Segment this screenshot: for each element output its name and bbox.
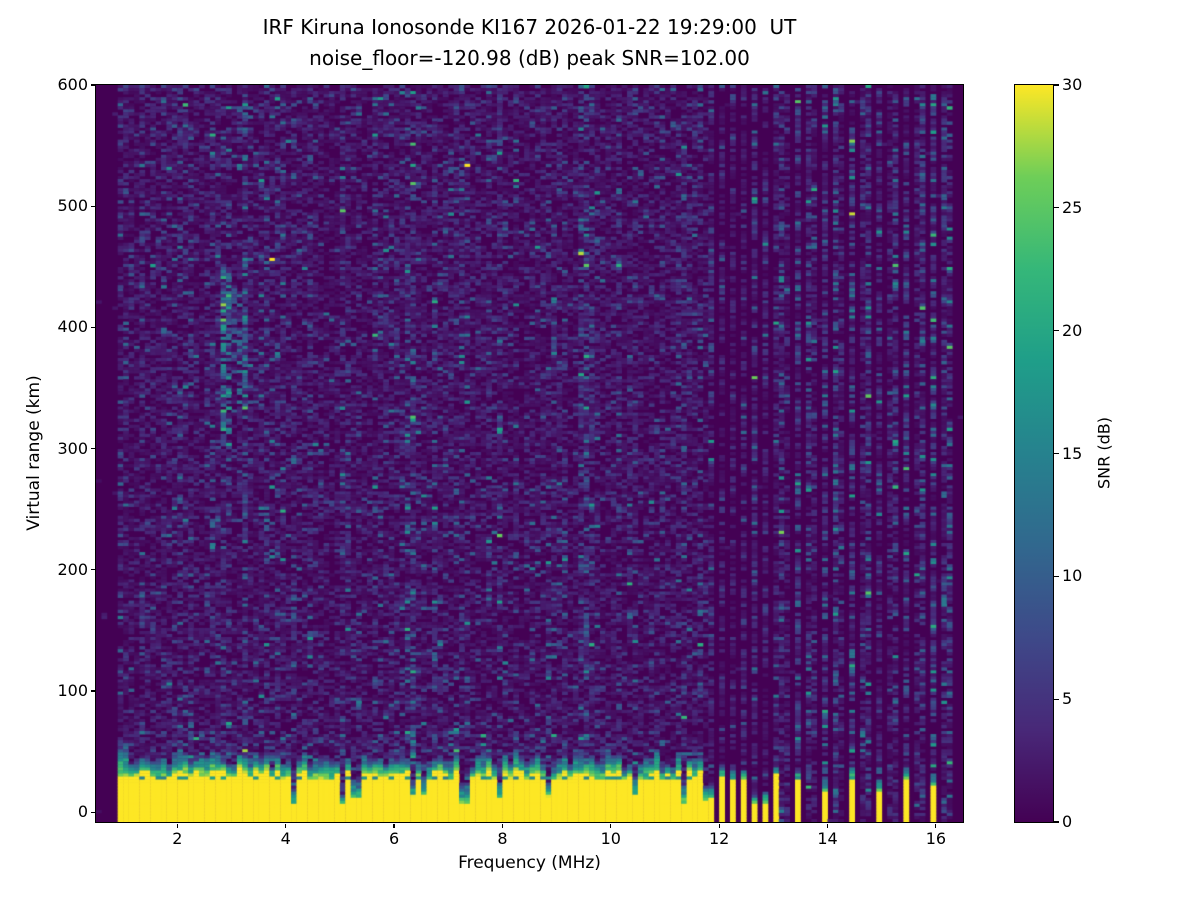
colorbar-tick-mark [1054, 84, 1059, 86]
y-tick-mark [90, 448, 95, 450]
x-tick-mark [501, 823, 503, 828]
colorbar-tick-label: 10 [1062, 566, 1083, 586]
colorbar-tick-mark [1054, 330, 1059, 332]
chart-title-line2: noise_floor=-120.98 (dB) peak SNR=102.00 [309, 46, 750, 70]
x-tick-mark [393, 823, 395, 828]
y-tick-mark [90, 690, 95, 692]
x-tick-label: 10 [600, 829, 621, 848]
x-tick-label: 4 [280, 829, 291, 848]
y-tick-label: 400 [57, 317, 88, 337]
colorbar [1015, 85, 1053, 822]
colorbar-tick-mark [1054, 207, 1059, 209]
y-tick-mark [90, 569, 95, 571]
y-tick-label: 200 [57, 559, 88, 579]
x-tick-mark [285, 823, 287, 828]
colorbar-tick-label: 30 [1062, 75, 1083, 94]
y-tick-label: 0 [77, 802, 88, 822]
colorbar-tick-mark [1054, 575, 1059, 577]
heatmap-canvas [96, 85, 963, 822]
colorbar-tick-mark [1054, 698, 1059, 700]
colorbar-tick-label: 15 [1062, 443, 1083, 463]
x-tick-mark [826, 823, 829, 828]
x-tick-label: 14 [817, 829, 838, 848]
y-tick-label: 600 [57, 75, 88, 94]
chart-title-line1: IRF Kiruna Ionosonde KI167 2026-01-22 19… [262, 15, 797, 39]
chart-title: IRF Kiruna Ionosonde KI167 2026-01-22 19… [96, 12, 963, 74]
x-tick-label: 12 [708, 829, 730, 848]
x-tick-label: 16 [925, 829, 947, 848]
y-tick-mark [90, 84, 95, 86]
x-axis-label: Frequency (MHz) [458, 853, 601, 873]
x-tick-label: 2 [172, 829, 183, 848]
y-tick-mark [90, 205, 95, 207]
y-tick-mark [90, 326, 95, 329]
x-tick-mark [176, 823, 178, 828]
y-tick-label: 500 [57, 196, 88, 216]
colorbar-tick-label: 20 [1062, 320, 1083, 340]
y-tick-label: 100 [57, 681, 88, 701]
x-tick-mark [718, 823, 720, 828]
x-tick-mark [610, 823, 612, 828]
colorbar-tick-label: 0 [1062, 812, 1073, 831]
x-tick-label: 8 [497, 829, 508, 848]
y-tick-mark [90, 811, 95, 813]
colorbar-tick-mark [1054, 821, 1059, 823]
colorbar-tick-label: 5 [1062, 689, 1073, 709]
colorbar-tick-mark [1054, 452, 1059, 455]
colorbar-tick-label: 25 [1062, 197, 1083, 217]
colorbar-label: SNR (dB) [1094, 417, 1114, 489]
x-tick-mark [935, 823, 937, 828]
y-tick-label: 300 [57, 438, 88, 458]
x-tick-label: 6 [388, 829, 400, 848]
